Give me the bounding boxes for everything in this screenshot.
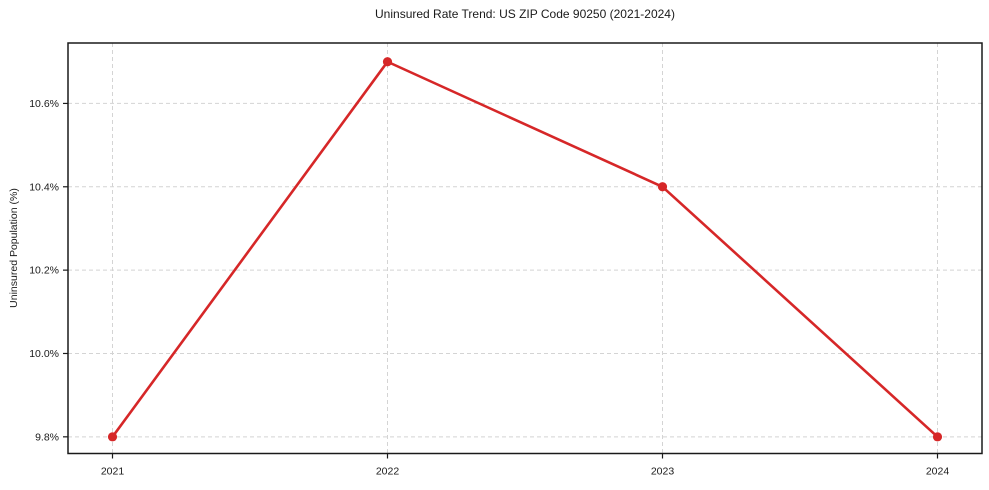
data-point	[657, 182, 668, 192]
trend-line	[111, 60, 939, 439]
x-tick-label: 2022	[376, 466, 400, 478]
y-tick-label: 10.4%	[29, 181, 59, 193]
chart-title: Uninsured Rate Trend: US ZIP Code 90250 …	[375, 7, 675, 21]
x-tick-label: 2023	[651, 466, 675, 478]
plot-border	[67, 42, 983, 455]
y-tick-label: 10.2%	[29, 265, 59, 277]
data-point	[382, 57, 393, 67]
x-tick-label: 2024	[926, 466, 950, 478]
y-tick-label: 10.6%	[29, 98, 59, 110]
y-tick-label: 9.8%	[35, 431, 59, 443]
y-tick-label: 10.0%	[29, 348, 59, 360]
data-point	[107, 432, 118, 442]
data-point	[932, 432, 943, 442]
x-tick-label: 2021	[101, 466, 125, 478]
